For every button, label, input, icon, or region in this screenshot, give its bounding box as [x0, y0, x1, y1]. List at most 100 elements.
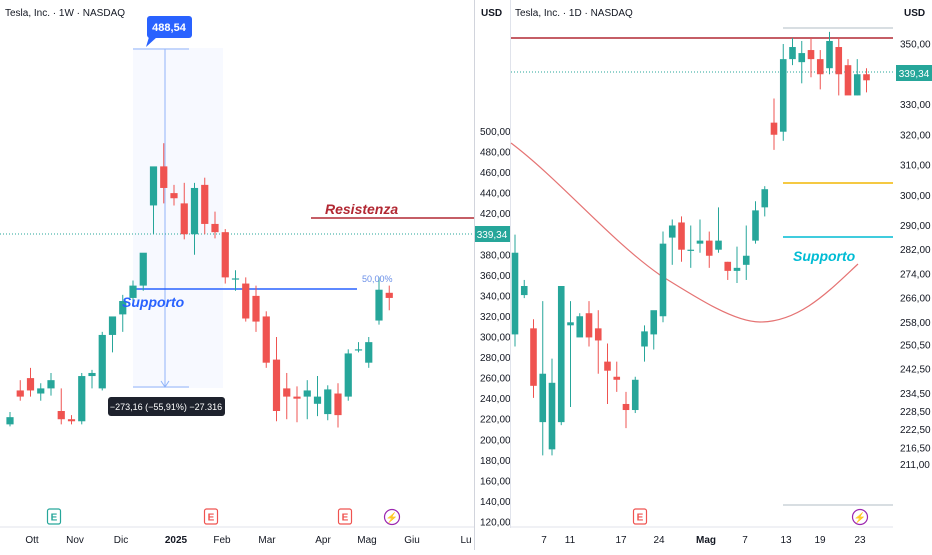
daily-candle-body — [816, 59, 824, 75]
weekly-time-axis[interactable]: Ott Nov Dic 2025 Feb Mar Apr Mag Giu Lu — [25, 535, 471, 546]
daily-last-price-label: 339,34 — [899, 69, 930, 80]
daily-candle — [530, 319, 537, 398]
weekly-price-tick: 220,00 — [480, 415, 511, 426]
daily-candle-body — [826, 40, 833, 69]
daily-time-tick: 17 — [615, 535, 627, 546]
weekly-time-tick: Feb — [213, 535, 231, 546]
weekly-candle — [231, 270, 240, 291]
daily-candle-body — [576, 316, 584, 338]
daily-chart[interactable]: Tesla, Inc. · 1D · NASDAQ USD Supporto 2… — [510, 8, 932, 546]
weekly-candle-body — [242, 283, 250, 319]
daily-price-tick: 222,50 — [900, 425, 931, 436]
weekly-price-axis[interactable]: 120,00 140,00 160,00 180,00 200,00 220,00 240,… — [480, 127, 511, 529]
weekly-time-tick: Mar — [258, 535, 276, 546]
daily-candle — [779, 44, 787, 141]
resistance-label: Resistenza — [325, 201, 398, 217]
daily-candle-body — [835, 47, 843, 75]
measure-box[interactable] — [133, 48, 223, 388]
weekly-price-tick: 380,00 — [480, 250, 511, 261]
weekly-candle — [160, 143, 168, 204]
weekly-price-tick: 420,00 — [480, 209, 511, 220]
weekly-last-price-label: 339,34 — [477, 230, 508, 241]
daily-candle — [585, 301, 593, 347]
daily-candle-body — [705, 240, 713, 256]
weekly-candle — [272, 336, 281, 422]
daily-candle-body — [752, 210, 759, 241]
earnings-event-marker[interactable]: E — [46, 508, 62, 525]
dividend-event-marker[interactable]: ⚡ — [383, 508, 401, 526]
weekly-candle — [324, 385, 332, 421]
weekly-price-tick: 120,00 — [480, 518, 511, 529]
weekly-candle-body — [129, 285, 137, 298]
event-badge-text: E — [51, 513, 58, 524]
weekly-chart-title: Tesla, Inc. · 1W · NASDAQ — [5, 8, 125, 19]
weekly-candle-body — [98, 334, 106, 389]
weekly-candle — [354, 342, 363, 353]
daily-candle — [742, 225, 750, 280]
daily-candle — [798, 40, 806, 84]
daily-price-tick: 282,00 — [900, 245, 931, 256]
daily-price-tick: 242,50 — [900, 365, 931, 376]
daily-candle — [641, 325, 648, 362]
weekly-chart[interactable]: Tesla, Inc. · 1W · NASDAQ USD 488,54 −27… — [0, 8, 511, 546]
daily-candle-body — [511, 252, 519, 335]
weekly-price-tick: 460,00 — [480, 168, 511, 179]
daily-candle-body — [807, 50, 815, 60]
weekly-candle-body — [283, 388, 291, 397]
weekly-candle-body — [293, 396, 301, 399]
weekly-price-tick: 240,00 — [480, 394, 511, 405]
event-badge-text: ⚡ — [386, 511, 398, 524]
weekly-candle — [283, 372, 291, 420]
weekly-price-tick: 280,00 — [480, 353, 511, 364]
weekly-candle — [47, 372, 55, 396]
earnings-event-marker[interactable]: E — [632, 508, 648, 525]
weekly-candle — [78, 372, 86, 425]
weekly-candle-body — [139, 252, 147, 286]
weekly-candle — [344, 349, 352, 401]
daily-candle — [557, 286, 565, 426]
weekly-candle-body — [324, 389, 332, 415]
weekly-candle-body — [262, 316, 270, 363]
daily-candle-body — [853, 74, 861, 96]
weekly-candle — [98, 331, 106, 391]
weekly-event-markers: E E E ⚡ — [46, 508, 401, 526]
weekly-candle — [313, 376, 322, 417]
weekly-candle — [201, 177, 209, 235]
daily-price-tick: 310,00 — [900, 161, 931, 172]
daily-candle — [789, 37, 796, 66]
daily-price-tick: 258,00 — [900, 318, 931, 329]
daily-candle-body — [604, 361, 611, 371]
weekly-candle-body — [272, 359, 281, 411]
weekly-price-tick: 320,00 — [480, 312, 511, 323]
fib-level-label: 50,00% — [362, 274, 393, 284]
daily-annotations — [510, 27, 893, 506]
earnings-event-marker[interactable]: E — [337, 508, 353, 525]
weekly-price-tick: 340,00 — [480, 291, 511, 302]
daily-candle — [807, 37, 815, 78]
daily-currency-label: USD — [904, 8, 925, 19]
weekly-candle — [365, 336, 373, 368]
daily-candle — [511, 234, 519, 347]
weekly-candle-body — [88, 372, 96, 377]
daily-time-axis[interactable]: 7 11 17 24 Mag 7 13 19 23 — [541, 535, 866, 546]
daily-price-tick: 274,00 — [900, 269, 931, 280]
daily-price-tick: 320,00 — [900, 130, 931, 141]
measure-arrow-head — [160, 380, 170, 388]
daily-price-tick: 234,50 — [900, 389, 931, 400]
daily-price-tick: 250,50 — [900, 340, 931, 351]
daily-candle — [863, 68, 870, 93]
weekly-candle-body — [365, 342, 373, 363]
daily-candle-body — [761, 189, 769, 208]
event-badge-text: E — [637, 513, 644, 524]
weekly-labels: 488,54 −273,16 (−55,91%) −27.316 50,00% … — [108, 16, 398, 416]
dividend-event-marker[interactable]: ⚡ — [851, 508, 869, 526]
daily-price-axis[interactable]: 211,00 216,50 222,50 228,50 234,50 242,50 250,… — [900, 40, 931, 471]
weekly-time-tick: Mag — [357, 535, 376, 546]
daily-candle — [844, 59, 852, 96]
weekly-time-tick: Lu — [460, 535, 471, 546]
weekly-price-tick: 500,00 — [480, 127, 511, 138]
daily-candle — [548, 358, 556, 456]
earnings-event-marker[interactable]: E — [203, 508, 219, 525]
weekly-candle — [303, 380, 311, 420]
